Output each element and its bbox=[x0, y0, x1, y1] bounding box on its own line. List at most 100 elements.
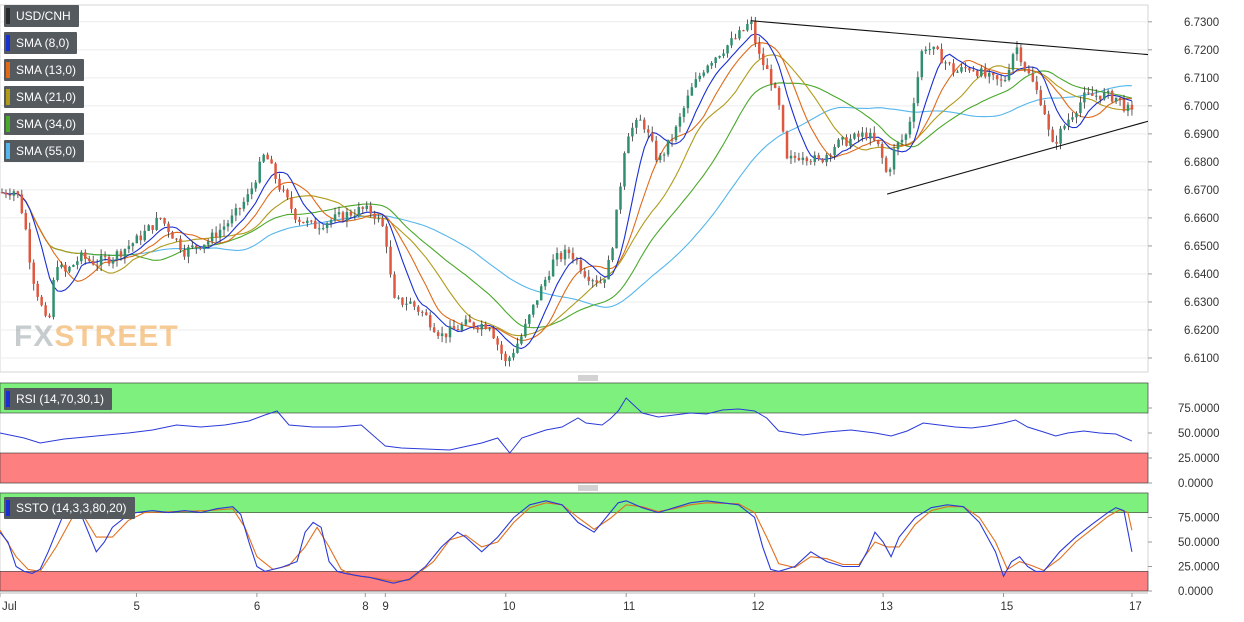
candle-body bbox=[722, 53, 725, 56]
candle-body bbox=[726, 45, 729, 54]
legend-sma-8[interactable]: SMA (8,0) bbox=[4, 32, 78, 54]
candle-body bbox=[167, 223, 170, 233]
candle-body bbox=[195, 245, 198, 248]
candle-body bbox=[95, 264, 99, 266]
price-tick-label: 6.6300 bbox=[1184, 297, 1219, 309]
candle-body bbox=[968, 68, 971, 71]
candle-body bbox=[16, 191, 20, 195]
candle-body bbox=[960, 67, 963, 72]
candle-body bbox=[464, 319, 468, 325]
candle-body bbox=[357, 207, 361, 216]
rsi-overbought-zone bbox=[0, 382, 1149, 414]
candle-body bbox=[361, 207, 365, 209]
candle-body bbox=[381, 218, 384, 227]
candle-body bbox=[1059, 128, 1062, 144]
candle-body bbox=[191, 245, 194, 248]
candle-body bbox=[32, 262, 35, 284]
candle-body bbox=[932, 46, 935, 50]
candle-body bbox=[1055, 141, 1058, 144]
candle-body bbox=[72, 264, 75, 267]
legend-symbol-label: USD/CNH bbox=[16, 9, 71, 23]
candle-body bbox=[171, 232, 174, 239]
legend-sma-21[interactable]: SMA (21,0) bbox=[4, 86, 85, 108]
candle-body bbox=[349, 212, 353, 216]
candle-body bbox=[595, 280, 598, 283]
candle-body bbox=[36, 283, 39, 297]
price-tick-label: 6.6800 bbox=[1184, 157, 1219, 169]
candle-body bbox=[769, 69, 773, 85]
candle-body bbox=[131, 243, 135, 247]
candle-body bbox=[1102, 92, 1106, 100]
rsi-tick-label: 25.0000 bbox=[1178, 453, 1220, 465]
candle-body bbox=[270, 159, 273, 164]
candle-body bbox=[294, 209, 297, 220]
candle-body bbox=[984, 68, 987, 77]
x-tick-label: 15 bbox=[1000, 601, 1013, 613]
candle-body bbox=[512, 352, 515, 358]
candle-body bbox=[682, 108, 686, 117]
x-tick-label: 6 bbox=[254, 601, 260, 613]
candle-body bbox=[888, 169, 892, 172]
candle-body bbox=[321, 228, 325, 230]
legend-sma-55[interactable]: SMA (55,0) bbox=[4, 140, 85, 162]
candle-body bbox=[91, 260, 95, 265]
legend-symbol[interactable]: USD/CNH bbox=[4, 5, 79, 27]
candle-body bbox=[809, 161, 813, 163]
candle-body bbox=[639, 119, 642, 121]
candle-body bbox=[1039, 90, 1043, 106]
candle-body bbox=[52, 279, 55, 318]
candle-body bbox=[432, 327, 436, 333]
x-tick-label: 11 bbox=[623, 601, 635, 613]
legend-sma-13-label: SMA (13,0) bbox=[16, 63, 77, 77]
candle-body bbox=[4, 192, 8, 195]
candle-body bbox=[571, 253, 575, 260]
candle-body bbox=[1051, 129, 1054, 142]
candle-body bbox=[262, 154, 265, 162]
candle-body bbox=[226, 223, 230, 227]
candle-body bbox=[591, 280, 594, 282]
candle-body bbox=[56, 266, 59, 280]
candle-body bbox=[1079, 102, 1082, 114]
candle-body bbox=[198, 247, 202, 249]
candle-body bbox=[738, 30, 741, 39]
candle-body bbox=[987, 72, 991, 77]
sma-line-8 bbox=[1, 33, 1133, 350]
candle-body bbox=[956, 71, 959, 73]
candle-body bbox=[547, 276, 551, 280]
candle-body bbox=[678, 116, 682, 127]
candle-body bbox=[183, 250, 186, 257]
legend-swatch bbox=[6, 62, 10, 78]
candle-body bbox=[40, 296, 43, 306]
candle-body bbox=[115, 251, 119, 260]
candle-body bbox=[317, 228, 321, 230]
candle-body bbox=[535, 300, 539, 305]
legend-rsi[interactable]: RSI (14,70,30,1) bbox=[4, 388, 113, 410]
candle-body bbox=[341, 212, 345, 221]
trendline-upper bbox=[750, 20, 1149, 56]
legend-swatch bbox=[6, 143, 10, 159]
candle-body bbox=[666, 139, 670, 155]
candle-body bbox=[496, 338, 499, 345]
candle-body bbox=[1047, 114, 1050, 130]
candle-body bbox=[1095, 95, 1098, 97]
candle-body bbox=[1071, 117, 1074, 120]
candle-body bbox=[916, 77, 920, 104]
candle-body bbox=[583, 271, 587, 277]
x-tick-label: 12 bbox=[752, 601, 765, 613]
candle-body bbox=[797, 157, 801, 161]
candle-body bbox=[80, 252, 83, 262]
candle-body bbox=[84, 252, 87, 259]
candle-body bbox=[1043, 105, 1046, 115]
candle-body bbox=[135, 235, 139, 244]
sma-line-34 bbox=[1, 70, 1133, 329]
candle-body bbox=[365, 205, 369, 209]
legend-ssto[interactable]: SSTO (14,3,3,80,20) bbox=[4, 497, 135, 519]
candle-body bbox=[849, 138, 852, 146]
candle-body bbox=[460, 324, 464, 331]
candle-body bbox=[999, 79, 1003, 81]
legend-sma-13[interactable]: SMA (13,0) bbox=[4, 59, 85, 81]
price-tick-label: 6.7000 bbox=[1184, 101, 1219, 113]
candle-body bbox=[24, 213, 28, 230]
legend-sma-34[interactable]: SMA (34,0) bbox=[4, 113, 85, 135]
candle-body bbox=[555, 253, 559, 260]
